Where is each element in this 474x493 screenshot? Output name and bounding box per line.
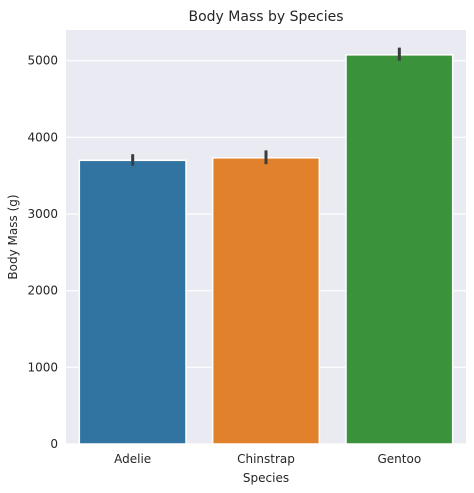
chart-title: Body Mass by Species bbox=[189, 9, 344, 25]
y-tick-labels: 0 1000 2000 3000 4000 5000 bbox=[27, 54, 58, 451]
x-axis-label: Species bbox=[243, 471, 289, 485]
x-tick-labels: Adelie Chinstrap Gentoo bbox=[114, 452, 421, 466]
y-tick-label: 2000 bbox=[27, 284, 58, 298]
x-tick-label: Gentoo bbox=[377, 452, 421, 466]
y-tick-label: 1000 bbox=[27, 360, 58, 374]
x-tick-label: Chinstrap bbox=[237, 452, 295, 466]
bar-adelie bbox=[78, 159, 187, 445]
y-tick-label: 0 bbox=[50, 437, 58, 451]
y-tick-label: 4000 bbox=[27, 130, 58, 144]
x-tick-label: Adelie bbox=[114, 452, 151, 466]
y-tick-label: 3000 bbox=[27, 207, 58, 221]
bar-chinstrap bbox=[211, 157, 321, 445]
bar-gentoo bbox=[345, 54, 454, 445]
y-axis-label: Body Mass (g) bbox=[6, 194, 20, 279]
y-tick-label: 5000 bbox=[27, 54, 58, 68]
bars bbox=[78, 54, 454, 445]
error-bars bbox=[131, 47, 401, 166]
